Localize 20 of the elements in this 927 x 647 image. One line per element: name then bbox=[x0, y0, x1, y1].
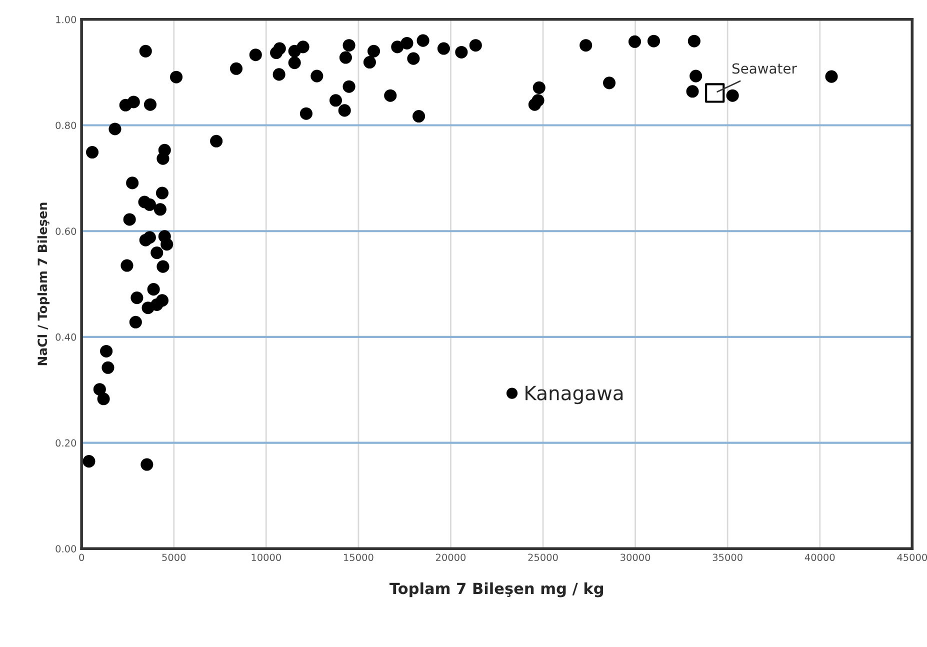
series-label: Seawater bbox=[732, 63, 797, 74]
y-axis-title: NaCl / Toplam 7 Bileşen bbox=[37, 202, 50, 366]
y-tick-label: 0.60 bbox=[56, 228, 76, 235]
y-tick-label: 0.00 bbox=[56, 545, 76, 552]
x-tick-label: 30000 bbox=[620, 554, 650, 562]
x-tick-label: 45000 bbox=[897, 554, 927, 562]
y-tick-label: 0.20 bbox=[56, 439, 76, 447]
y-tick-label: 0.40 bbox=[56, 333, 76, 341]
x-tick-label: 40000 bbox=[804, 554, 835, 562]
x-tick-label: 35000 bbox=[712, 554, 742, 562]
y-tick-label: 0.80 bbox=[56, 122, 76, 130]
x-tick-label: 20000 bbox=[436, 554, 466, 562]
x-tick-label: 0 bbox=[79, 554, 84, 562]
x-tick-label: 25000 bbox=[528, 554, 558, 562]
legend-label: Kanagawa bbox=[526, 386, 623, 404]
x-tick-label: 5000 bbox=[162, 554, 186, 562]
y-tick-label: 1.00 bbox=[56, 16, 76, 24]
x-axis-title: Toplam 7 Bileşen mg / kg bbox=[390, 582, 604, 598]
x-tick-label: 10000 bbox=[252, 554, 281, 562]
x-tick-label: 15000 bbox=[344, 554, 374, 562]
